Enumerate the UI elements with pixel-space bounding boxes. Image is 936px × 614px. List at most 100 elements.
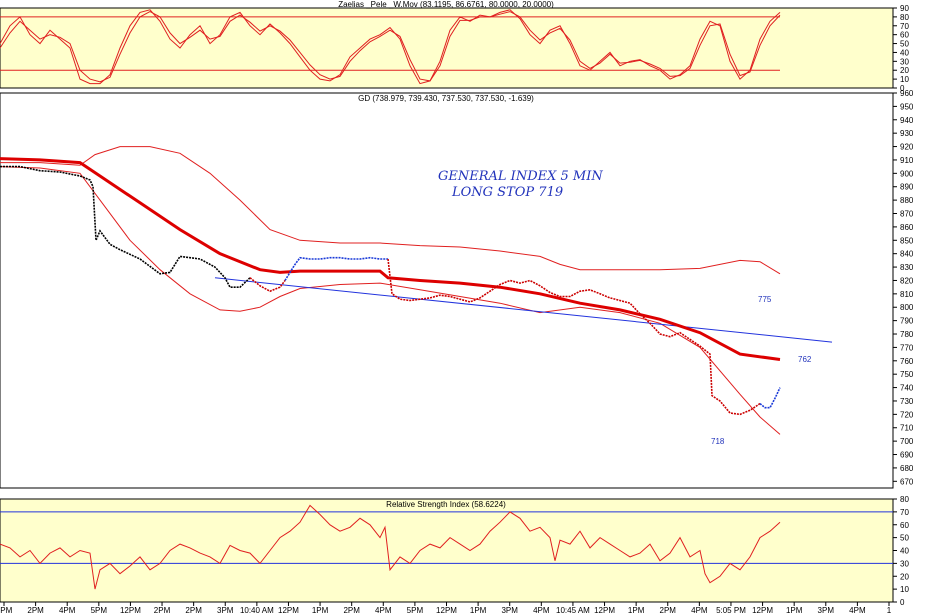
annotation-775: 775 (758, 295, 772, 304)
annotation-line1: GENERAL INDEX 5 MIN (438, 169, 603, 184)
stoch-series-2 (0, 11, 781, 83)
stoch-series-1 (0, 9, 781, 85)
price-tick-label: 850 (900, 236, 914, 245)
time-label: 2PM (660, 606, 677, 614)
price-tick-label: 750 (900, 370, 914, 379)
time-label: 3PM (501, 606, 518, 614)
stoch-tick-label: 50 (900, 40, 909, 49)
time-label: 5PM (407, 606, 424, 614)
time-label: 12PM (120, 606, 141, 614)
price-line-blue (284, 256, 388, 281)
price-tick-label: 830 (900, 263, 914, 272)
lower-band (0, 166, 781, 435)
moving-average (0, 157, 781, 361)
price-tick-label: 820 (900, 276, 914, 285)
time-label: 2PM (154, 606, 171, 614)
stoch-tick-label: 20 (900, 66, 909, 75)
time-label: 4PM (849, 606, 866, 614)
price-tick-label: 900 (900, 169, 914, 178)
rsi-tick-label: 40 (900, 547, 909, 556)
price-panel: GD (738.979, 739.430, 737.530, 737.530, … (0, 89, 914, 489)
price-tick-label: 810 (900, 290, 914, 299)
stoch-tick-label: 40 (900, 48, 909, 57)
price-tick-label: 870 (900, 210, 914, 219)
rsi-tick-label: 30 (900, 559, 909, 568)
price-line-red-1 (249, 277, 286, 293)
upper-band (0, 146, 781, 275)
rsi-panel-bg (0, 498, 894, 603)
rsi-tick-label: 80 (900, 495, 909, 504)
rsi-tick-label: 10 (900, 585, 909, 594)
rsi-tick-label: 50 (900, 534, 909, 543)
price-tick-label: 770 (900, 343, 914, 352)
stoch-tick-label: 0 (900, 84, 905, 93)
price-title: GD (738.979, 739.430, 737.530, 737.530, … (358, 94, 534, 103)
price-tick-label: 910 (900, 156, 914, 165)
time-label: 10:40 AM (240, 606, 274, 614)
time-label: 10:45 AM (556, 606, 590, 614)
annotation-718: 718 (711, 437, 725, 446)
time-label: 12PM (436, 606, 457, 614)
annotation-line2: LONG STOP 719 (451, 185, 563, 200)
price-tick-label: 800 (900, 303, 914, 312)
stoch-tick-label: 70 (900, 22, 909, 31)
price-tick-label: 690 (900, 451, 914, 460)
price-tick-label: 950 (900, 102, 914, 111)
price-tick-label: 840 (900, 250, 914, 259)
rsi-tick-label: 20 (900, 572, 909, 581)
price-tick-label: 700 (900, 437, 914, 446)
price-line-red-2 (387, 258, 761, 416)
price-panel-bg (0, 92, 894, 489)
stoch-title: Zaelias _Pele _W.Mov (83.1195, 86.6761, … (338, 0, 554, 9)
stoch-tick-label: 10 (900, 75, 909, 84)
time-label: 1PM (470, 606, 487, 614)
stoch-tick-label: 90 (900, 4, 909, 13)
stoch-panel: Zaelias _Pele _W.Mov (83.1195, 86.6761, … (0, 0, 909, 93)
time-label: 1 (887, 606, 892, 614)
annotation-762: 762 (798, 355, 812, 364)
price-tick-label: 790 (900, 317, 914, 326)
price-tick-label: 940 (900, 116, 914, 125)
time-label: 2PM (185, 606, 202, 614)
time-label: 1PM (312, 606, 329, 614)
time-label: 3PM (818, 606, 835, 614)
time-label: 5PM (91, 606, 108, 614)
stoch-tick-label: 80 (900, 13, 909, 22)
time-label: 4PM (691, 606, 708, 614)
price-tick-label: 880 (900, 196, 914, 205)
time-label: 2PM (0, 606, 13, 614)
rsi-panel: Relative Strength Index (58.6224) 0 10 20 3… (0, 495, 909, 607)
time-label: 1PM (628, 606, 645, 614)
time-label: 2PM (27, 606, 44, 614)
time-label: 12PM (752, 606, 773, 614)
price-tick-label: 890 (900, 183, 914, 192)
price-tick-label: 740 (900, 384, 914, 393)
price-tick-label: 730 (900, 397, 914, 406)
price-tick-label: 920 (900, 143, 914, 152)
time-label: 2PM (343, 606, 360, 614)
price-tick-label: 720 (900, 410, 914, 419)
time-label: 12PM (278, 606, 299, 614)
time-label: 1PM (786, 606, 803, 614)
price-line-black (0, 165, 251, 289)
rsi-title: Relative Strength Index (58.6224) (386, 500, 506, 509)
time-label: 12PM (594, 606, 615, 614)
price-tick-label: 710 (900, 424, 914, 433)
time-axis: 2PM2PM4PM5PM12PM2PM2PM3PM10:40 AM12PM1PM… (0, 602, 892, 614)
price-tick-label: 680 (900, 464, 914, 473)
price-tick-label: 860 (900, 223, 914, 232)
rsi-tick-label: 60 (900, 521, 909, 530)
time-label: 4PM (375, 606, 392, 614)
price-tick-label: 780 (900, 330, 914, 339)
time-label: 4PM (59, 606, 76, 614)
price-tick-label: 760 (900, 357, 914, 366)
rsi-tick-label: 70 (900, 508, 909, 517)
rsi-tick-label: 0 (900, 598, 905, 607)
price-tick-label: 670 (900, 477, 914, 486)
trendline (214, 277, 833, 343)
price-tick-label: 960 (900, 89, 914, 98)
stoch-tick-label: 60 (900, 31, 909, 40)
rsi-line (0, 504, 781, 590)
stoch-tick-label: 30 (900, 57, 909, 66)
